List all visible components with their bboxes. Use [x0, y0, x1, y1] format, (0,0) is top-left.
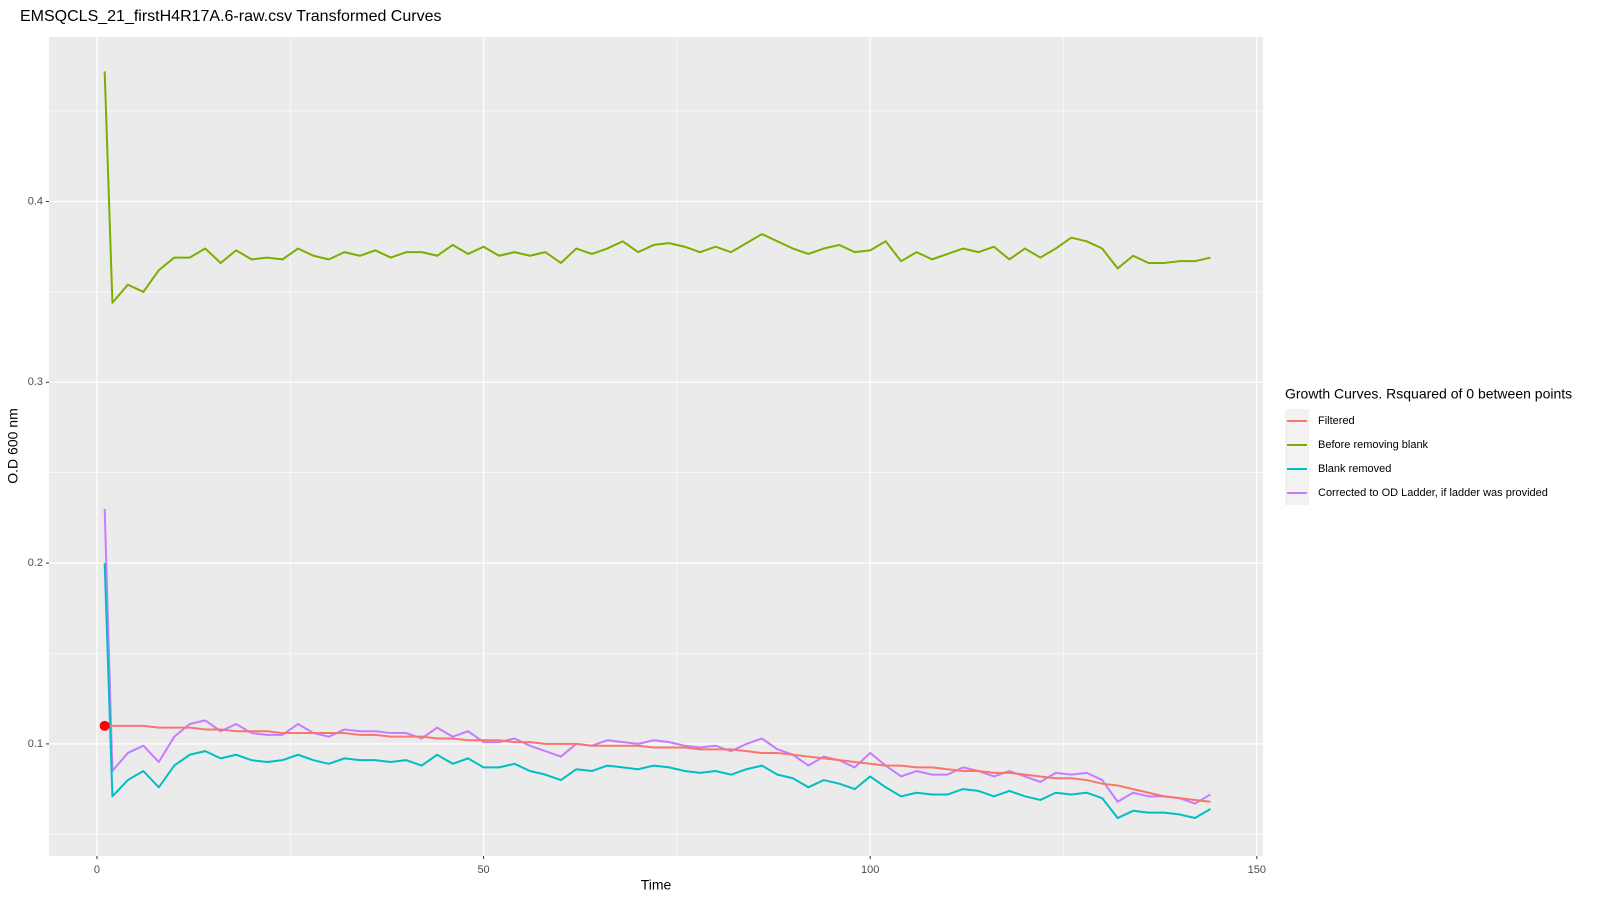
- series-line: [103, 508, 1211, 805]
- x-tick-label: 50: [477, 864, 489, 876]
- x-tick-label: 150: [1248, 864, 1266, 876]
- chart-title: EMSQCLS_21_firstH4R17A.6-raw.csv Transfo…: [20, 8, 441, 25]
- y-tick-label: 0.4: [28, 195, 43, 207]
- y-tick-label: 0.2: [28, 557, 43, 569]
- series-line: [103, 71, 1211, 304]
- legend-label: Before removing blank: [1318, 439, 1429, 451]
- series-line: [103, 563, 1211, 820]
- legend-label: Filtered: [1318, 415, 1355, 427]
- y-tick-label: 0.1: [28, 738, 43, 750]
- point-marker: [99, 720, 110, 731]
- series-line: [104, 724, 1211, 803]
- x-tick-label: 100: [861, 864, 879, 876]
- legend-label: Blank removed: [1318, 463, 1391, 475]
- y-axis-title: O.D 600 nm: [5, 408, 21, 483]
- plot-panel: [49, 37, 1263, 856]
- y-tick-label: 0.3: [28, 376, 43, 388]
- x-tick-label: 0: [94, 864, 100, 876]
- legend-label: Corrected to OD Ladder, if ladder was pr…: [1318, 487, 1548, 499]
- legend-title: Growth Curves. Rsquared of 0 between poi…: [1285, 386, 1572, 402]
- x-axis-title: Time: [641, 877, 672, 893]
